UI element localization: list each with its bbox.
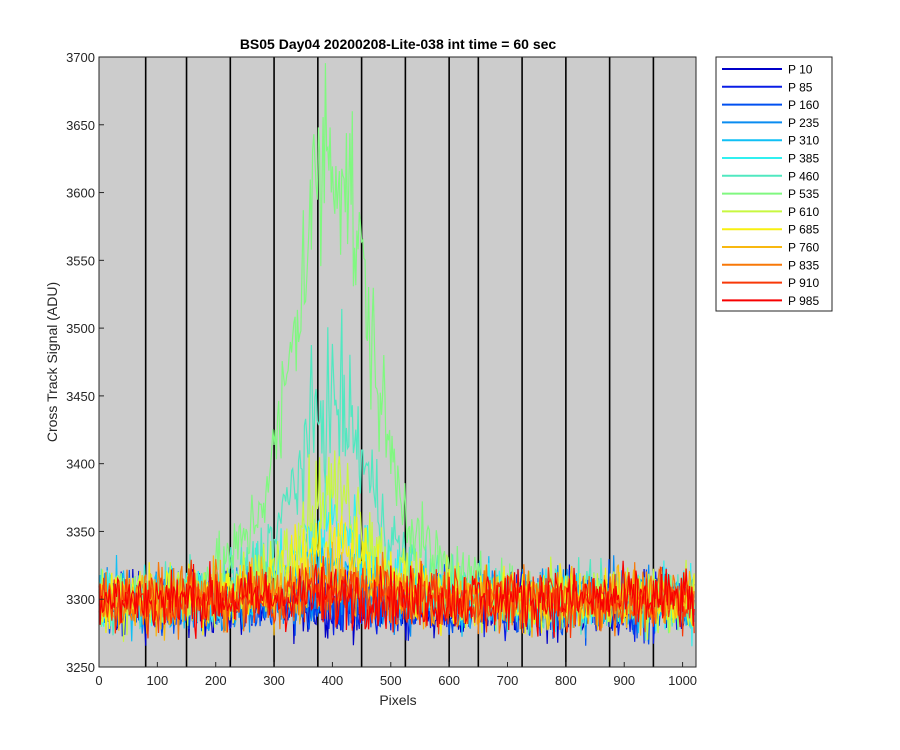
legend-entry-5: P 385: [788, 152, 819, 166]
legend-entry-0: P 10: [788, 63, 813, 77]
y-axis-label: Cross Track Signal (ADU): [44, 282, 60, 442]
y-tick-label-0: 3250: [66, 660, 95, 675]
x-tick-label-0: 0: [95, 673, 102, 688]
legend-entry-2: P 160: [788, 98, 819, 112]
legend: P 10 P 85 P 160 P 235 P 310 P 385 P 460 P 535 P …: [715, 56, 833, 312]
x-axis: 0 100 200 300 400 500 600 700 800 900 1000: [95, 662, 697, 688]
x-tick-label-7: 700: [497, 673, 519, 688]
series-line-p910: [98, 556, 695, 639]
legend-entry-11: P 835: [788, 258, 819, 272]
legend-entry-3: P 235: [788, 116, 819, 130]
y-tick-label-8: 3650: [66, 118, 95, 133]
y-tick-label-1: 3300: [66, 592, 95, 607]
y-tick-label-7: 3600: [66, 186, 95, 201]
series-layer: [98, 63, 695, 647]
legend-entry-6: P 460: [788, 169, 819, 183]
legend-entry-1: P 85: [788, 80, 813, 94]
x-tick-label-1: 100: [147, 673, 169, 688]
legend-entry-4: P 310: [788, 134, 819, 148]
x-tick-label-2: 200: [205, 673, 227, 688]
legend-entry-12: P 910: [788, 276, 819, 290]
x-tick-label-10: 1000: [668, 673, 697, 688]
x-tick-label-3: 300: [263, 673, 285, 688]
x-tick-label-9: 900: [613, 673, 635, 688]
y-tick-label-6: 3550: [66, 253, 95, 268]
legend-box: [715, 56, 833, 312]
vertical-lines: [144, 57, 655, 667]
y-tick-label-9: 3700: [66, 50, 95, 65]
plot-frame: [98, 56, 697, 668]
x-tick-label-4: 400: [322, 673, 344, 688]
x-tick-label-5: 500: [380, 673, 402, 688]
legend-entry-7: P 535: [788, 187, 819, 201]
legend-entry-9: P 685: [788, 223, 819, 237]
y-tick-label-5: 3500: [66, 321, 95, 336]
x-axis-label: Pixels: [379, 692, 416, 708]
x-tick-label-8: 800: [555, 673, 577, 688]
legend-entry-13: P 985: [788, 294, 819, 308]
y-axis: 3250 3300 3350 3400 3450 3500 3550 3600 3650 3700: [66, 50, 104, 675]
series-line-p985: [98, 560, 695, 639]
legend-entry-10: P 760: [788, 241, 819, 255]
y-tick-label-2: 3350: [66, 524, 95, 539]
x-tick-label-6: 600: [438, 673, 460, 688]
legend-entry-8: P 610: [788, 205, 819, 219]
y-tick-label-3: 3400: [66, 457, 95, 472]
y-tick-label-4: 3450: [66, 389, 95, 404]
chart-title: BS05 Day04 20200208-Lite-038 int time = …: [240, 36, 557, 52]
